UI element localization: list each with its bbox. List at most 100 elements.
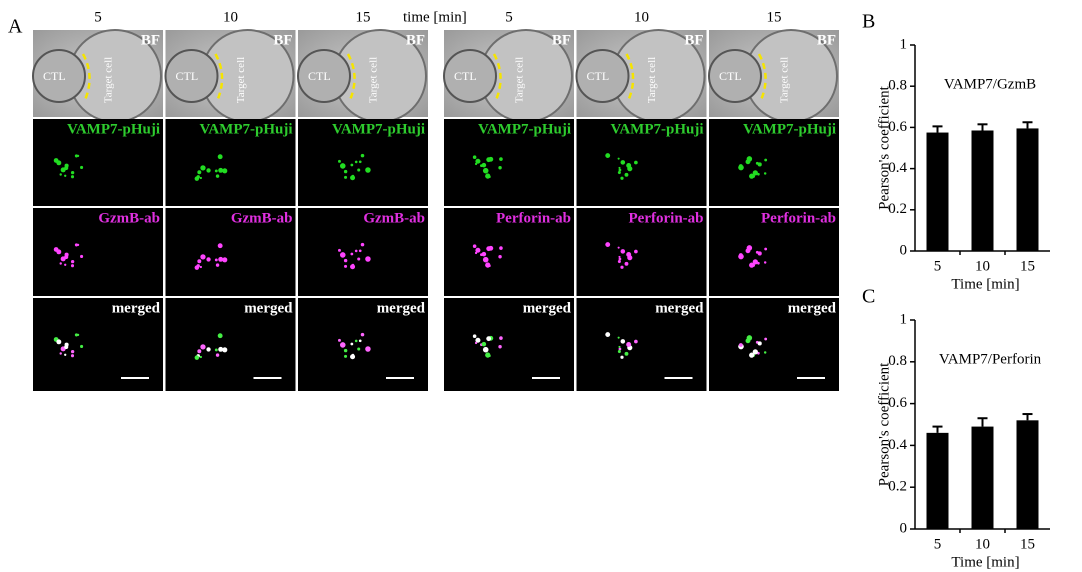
magenta-label: Perforin-ab [496, 210, 571, 226]
bf-label: BF [141, 32, 160, 48]
granule [344, 259, 347, 262]
granule [486, 157, 491, 162]
merged-label: merged [523, 300, 572, 316]
bf-label: BF [552, 32, 571, 48]
panel-label: A [8, 16, 23, 38]
granule [626, 342, 631, 347]
granule [200, 254, 205, 259]
granule [499, 157, 503, 161]
granule [626, 252, 631, 257]
granule [350, 164, 353, 167]
granule [473, 155, 477, 159]
granule [350, 343, 353, 346]
granule [355, 340, 358, 343]
granule [499, 336, 503, 340]
granule [359, 160, 362, 163]
granule [365, 256, 370, 261]
granule [64, 354, 66, 356]
granule [359, 339, 362, 342]
granule [355, 250, 358, 253]
x-tick-label: 10 [975, 258, 990, 274]
granule [218, 154, 223, 159]
page: {"panel_a": {"label": "A", "time_axis": … [0, 0, 1082, 572]
granule [498, 255, 501, 258]
granule [77, 244, 79, 246]
granule [215, 348, 218, 351]
y-tick-label: 0.2 [888, 479, 907, 495]
x-tick-label: 15 [1020, 258, 1035, 274]
granule [621, 249, 626, 254]
granule [222, 168, 227, 173]
bar [1017, 128, 1039, 251]
granule [485, 352, 490, 357]
magenta-label: Perforin-ab [761, 210, 836, 226]
granule [197, 349, 201, 353]
granule [216, 263, 219, 266]
x-tick-label: 10 [975, 536, 990, 552]
green-label: VAMP7-pHuji [610, 121, 703, 137]
granule [365, 346, 370, 351]
bar [927, 133, 949, 251]
granule [486, 246, 491, 251]
time-axis-label: time [min] [403, 9, 467, 25]
granule [59, 173, 61, 175]
granule [340, 342, 346, 348]
granule [483, 257, 489, 263]
magenta-label: GzmB-ab [363, 210, 425, 226]
panel-label: C [862, 286, 875, 308]
granule [764, 248, 767, 251]
y-tick-label: 0.2 [888, 201, 907, 217]
granule [758, 251, 762, 255]
ctl-label: CTL [587, 69, 610, 83]
granule [758, 341, 762, 345]
ctl-label: CTL [43, 69, 66, 83]
granule [340, 163, 346, 169]
granule [764, 351, 766, 353]
figure: A time [min] 5CTLTarget cellBFVAMP7-pHuj… [0, 0, 1082, 572]
granule [758, 162, 762, 166]
granule [344, 176, 347, 179]
granule [218, 333, 223, 338]
bf-label: BF [817, 32, 836, 48]
granule [361, 333, 365, 337]
granule [59, 262, 61, 264]
granule [197, 259, 201, 263]
merged-label: merged [377, 300, 426, 316]
granule [486, 336, 491, 341]
granule [475, 163, 477, 165]
green-label: VAMP7-pHuji [199, 121, 292, 137]
granule [764, 172, 766, 174]
x-tick-label: 15 [1020, 536, 1035, 552]
granule [350, 253, 353, 256]
panel-label: B [862, 11, 875, 33]
granule [634, 161, 638, 165]
granule [352, 175, 355, 178]
bar [972, 130, 994, 251]
granule [359, 249, 362, 252]
granule [620, 266, 623, 269]
granule [215, 258, 218, 261]
granule [71, 171, 74, 174]
granule [739, 164, 743, 168]
granule [625, 352, 629, 356]
granule [216, 174, 219, 177]
granule [71, 264, 74, 267]
granule [634, 250, 638, 254]
granule [498, 345, 501, 348]
time-label: 15 [767, 9, 782, 25]
granule [764, 261, 766, 263]
magenta-label: Perforin-ab [629, 210, 704, 226]
bf-label: BF [406, 32, 425, 48]
granule [475, 252, 477, 254]
y-axis-label: Pearson's coefficient [876, 362, 892, 486]
granule [620, 177, 623, 180]
granule [625, 173, 629, 177]
annotation: VAMP7/Perforin [939, 351, 1042, 367]
granule [222, 257, 227, 262]
granule [344, 265, 347, 268]
granule [485, 262, 490, 267]
target-label: Target cell [235, 57, 247, 103]
granule [739, 343, 743, 347]
granule [361, 243, 365, 247]
granule [482, 342, 487, 347]
